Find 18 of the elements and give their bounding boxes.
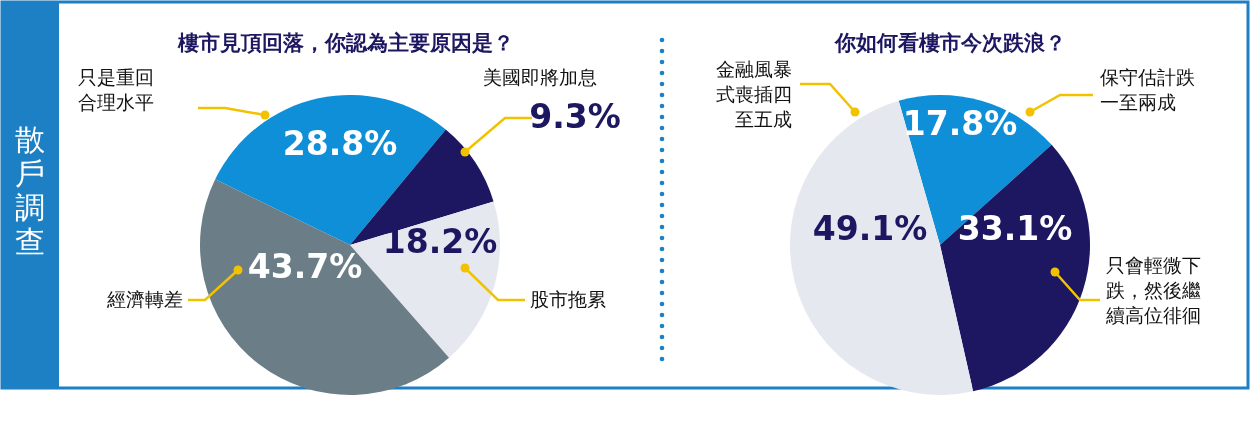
pie-slice: [940, 144, 1090, 392]
data-label: 9.3%: [529, 96, 621, 136]
text: 散戶調查: [15, 122, 45, 259]
slice-label: 股市拖累: [530, 288, 606, 310]
chart-title: 你如何看樓市今次跌浪？: [833, 31, 1066, 55]
chart-title: 樓市見頂回落，你認為主要原因是？: [177, 31, 514, 55]
data-label: 43.7%: [247, 246, 363, 286]
slice-label: 經濟轉差: [106, 288, 183, 310]
data-label: 18.2%: [382, 221, 498, 261]
data-label: 49.1%: [812, 208, 928, 248]
slice-label: 金融風暴式喪插四至五成: [716, 58, 792, 130]
data-label: 33.1%: [957, 208, 1073, 248]
data-label: 17.8%: [902, 103, 1018, 143]
slice-label: 只會輕微下跌，然後繼續高位徘徊: [1105, 254, 1201, 326]
data-label: 28.8%: [282, 123, 398, 163]
slice-label: 保守估計跌一至兩成: [1100, 66, 1195, 113]
slice-label: 只是重回合理水平: [78, 66, 154, 113]
slice-label: 美國即將加息: [483, 66, 597, 88]
